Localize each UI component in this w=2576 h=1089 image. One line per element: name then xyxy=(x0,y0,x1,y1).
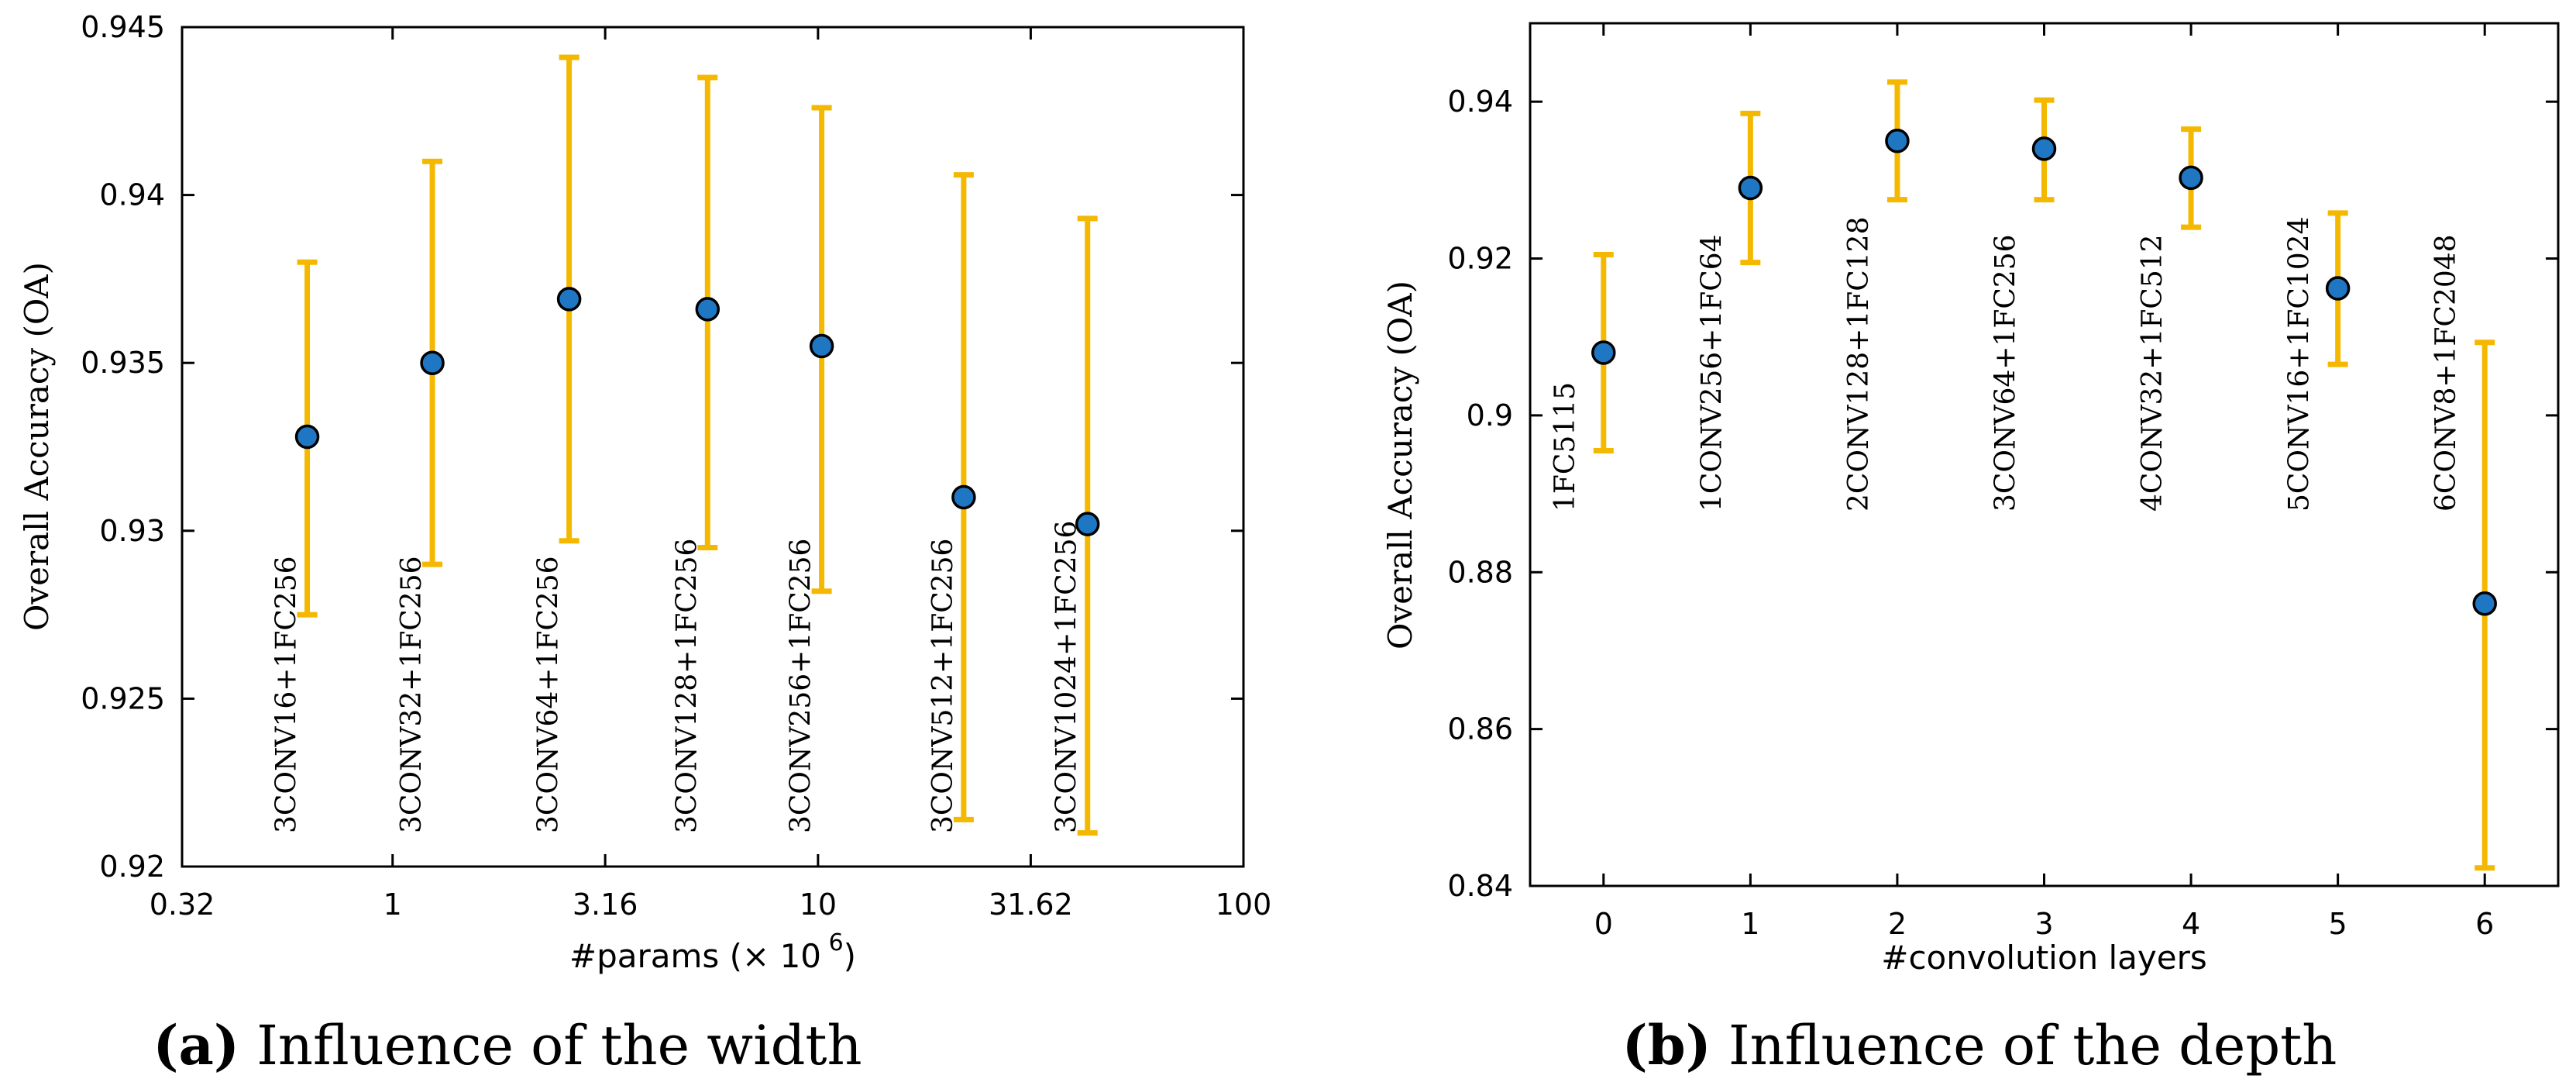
x-tick-label: 0.32 xyxy=(150,887,215,922)
y-tick-label: 0.92 xyxy=(99,849,165,884)
caption-letter: (b) xyxy=(1622,1013,1711,1077)
y-tick-label: 0.9 xyxy=(1467,398,1513,432)
data-point xyxy=(951,484,976,510)
x-axis-label: #convolution layers xyxy=(1881,939,2207,977)
point-label: 3CONV16+1FC256 xyxy=(271,556,303,833)
x-tick-label: 5 xyxy=(2329,907,2347,941)
x-tick-label: 0 xyxy=(1594,907,1613,941)
x-tick-label: 10 xyxy=(800,887,837,922)
y-tick-label: 0.84 xyxy=(1447,869,1513,903)
point-label: 3CONV64+1FC256 xyxy=(1990,234,2022,512)
point-label: 4CONV32+1FC512 xyxy=(2137,234,2168,512)
y-tick-label: 0.945 xyxy=(81,10,165,44)
data-point xyxy=(2031,136,2057,161)
y-tick-label: 0.93 xyxy=(99,514,165,548)
x-axis-label: #params (× 10 6) xyxy=(569,929,856,975)
caption-text: Influence of the width xyxy=(239,1014,862,1077)
y-tick-label: 0.935 xyxy=(81,346,165,380)
point-label: 2CONV128+1FC128 xyxy=(1843,217,1875,512)
y-tick-label: 0.86 xyxy=(1447,712,1513,746)
x-axis-label-main: #params (× 10 xyxy=(569,937,821,975)
y-tick-label: 0.88 xyxy=(1447,555,1513,589)
y-axis-label: Overall Accuracy (OA) xyxy=(1381,281,1419,650)
point-label: 3CONV128+1FC256 xyxy=(671,539,703,833)
x-tick-label: 4 xyxy=(2182,907,2200,941)
y-tick-label: 0.92 xyxy=(1447,242,1513,276)
point-label: 3CONV64+1FC256 xyxy=(533,556,565,833)
y-tick-label: 0.94 xyxy=(1447,84,1513,119)
caption-text: Influence of the depth xyxy=(1711,1014,2337,1077)
x-tick-label: 3.16 xyxy=(573,887,638,922)
figure-caption: (a) Influence of the width xyxy=(153,1013,862,1077)
data-point xyxy=(1591,340,1616,365)
x-tick-label: 100 xyxy=(1216,887,1272,922)
data-point xyxy=(1885,129,1910,153)
point-label: 5CONV16+1FC1024 xyxy=(2284,217,2316,512)
x-tick-label: 3 xyxy=(2034,907,2053,941)
point-label: 3CONV256+1FC256 xyxy=(786,539,817,833)
point-label: 6CONV8+1FC2048 xyxy=(2430,234,2462,512)
x-tick-label: 1 xyxy=(383,887,402,922)
y-axis-label: Overall Accuracy (OA) xyxy=(18,262,56,631)
panel-width: 0.92 0.925 0.93 0.935 0.94 0.945 0.32 1 3.16 10 31… xyxy=(18,10,1271,1077)
x-axis-label-main: #convolution layers xyxy=(1881,939,2207,977)
y-tick-label: 0.925 xyxy=(81,681,165,715)
x-tick-label: 31.62 xyxy=(989,887,1073,922)
data-point xyxy=(2325,276,2351,301)
data-point xyxy=(1738,175,1763,201)
plot-frame xyxy=(181,26,1245,868)
figure-caption: (b) Influence of the depth xyxy=(1622,1013,2337,1077)
data-point xyxy=(695,297,721,322)
data-point xyxy=(420,350,445,375)
x-tick-label: 1 xyxy=(1741,907,1759,941)
x-tick-label: 2 xyxy=(1888,907,1907,941)
data-point xyxy=(2179,165,2203,191)
data-point xyxy=(1075,512,1100,536)
point-label: 3CONV32+1FC256 xyxy=(396,556,428,833)
point-label: 1FC5115 xyxy=(1549,382,1581,512)
x-tick-label: 6 xyxy=(2475,907,2494,941)
panel-depth: 0.84 0.86 0.88 0.9 0.92 0.94 0 1 2 3 4 5 6 Overall Ac… xyxy=(1381,22,2560,1077)
x-axis-label-suffix: ) xyxy=(844,937,856,975)
point-label: 1CONV256+1FC64 xyxy=(1696,234,1728,512)
data-point xyxy=(2472,591,2497,616)
x-axis-label-exponent: 6 xyxy=(821,929,844,956)
y-tick-label: 0.94 xyxy=(99,178,165,212)
data-point xyxy=(556,287,582,312)
point-label: 3CONV1024+1FC256 xyxy=(1051,521,1083,833)
caption-letter: (a) xyxy=(153,1013,239,1077)
data-point xyxy=(809,333,834,359)
data-point xyxy=(294,424,320,450)
point-label: 3CONV512+1FC256 xyxy=(927,539,959,833)
